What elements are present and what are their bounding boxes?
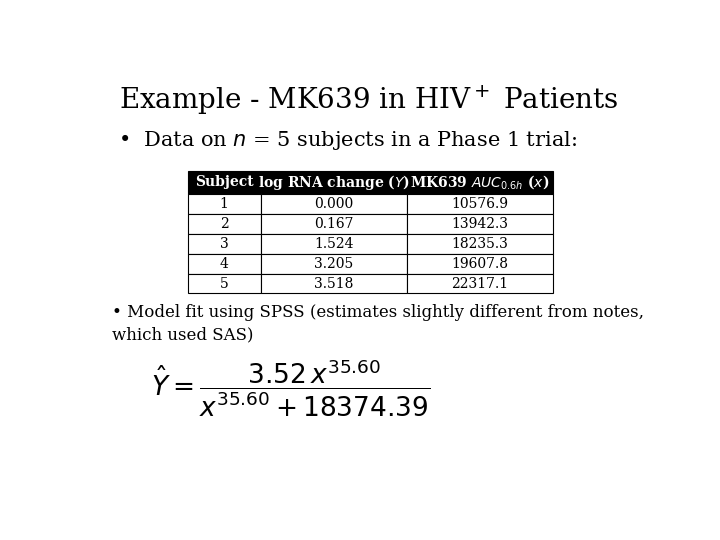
Text: 19607.8: 19607.8	[451, 256, 508, 271]
Text: Subject: Subject	[195, 176, 253, 189]
FancyBboxPatch shape	[188, 194, 261, 214]
Text: 1.524: 1.524	[314, 237, 354, 251]
Text: 3.205: 3.205	[314, 256, 354, 271]
Text: •  Data on $n$ = 5 subjects in a Phase 1 trial:: • Data on $n$ = 5 subjects in a Phase 1 …	[118, 129, 577, 152]
FancyBboxPatch shape	[261, 194, 407, 214]
Text: 18235.3: 18235.3	[451, 237, 508, 251]
FancyBboxPatch shape	[188, 274, 261, 294]
FancyBboxPatch shape	[261, 274, 407, 294]
FancyBboxPatch shape	[188, 214, 261, 234]
Text: $\hat{Y} = \dfrac{3.52\,x^{35.60}}{x^{35.60}+18374.39}$: $\hat{Y} = \dfrac{3.52\,x^{35.60}}{x^{35…	[151, 358, 431, 419]
FancyBboxPatch shape	[407, 274, 553, 294]
FancyBboxPatch shape	[261, 234, 407, 254]
FancyBboxPatch shape	[261, 254, 407, 274]
FancyBboxPatch shape	[188, 234, 261, 254]
FancyBboxPatch shape	[188, 254, 261, 274]
Text: Example - MK639 in HIV$^+$ Patients: Example - MK639 in HIV$^+$ Patients	[119, 84, 619, 117]
Text: 3.518: 3.518	[314, 276, 354, 291]
FancyBboxPatch shape	[407, 254, 553, 274]
Text: 0.167: 0.167	[314, 217, 354, 231]
Text: 4: 4	[220, 256, 229, 271]
FancyBboxPatch shape	[407, 194, 553, 214]
Text: 1: 1	[220, 197, 229, 211]
Text: 3: 3	[220, 237, 228, 251]
FancyBboxPatch shape	[261, 171, 407, 194]
Text: 22317.1: 22317.1	[451, 276, 508, 291]
Text: 2: 2	[220, 217, 228, 231]
Text: • Model fit using SPSS (estimates slightly different from notes,
which used SAS): • Model fit using SPSS (estimates slight…	[112, 304, 644, 343]
FancyBboxPatch shape	[188, 171, 261, 194]
FancyBboxPatch shape	[407, 234, 553, 254]
Text: 5: 5	[220, 276, 228, 291]
Text: log RNA change ($Y$): log RNA change ($Y$)	[258, 173, 410, 192]
Text: 0.000: 0.000	[314, 197, 354, 211]
Text: 13942.3: 13942.3	[451, 217, 508, 231]
Text: MK639 $AUC_{0.6h}$ ($x$): MK639 $AUC_{0.6h}$ ($x$)	[410, 173, 550, 191]
FancyBboxPatch shape	[261, 214, 407, 234]
FancyBboxPatch shape	[407, 171, 553, 194]
Text: 10576.9: 10576.9	[451, 197, 508, 211]
FancyBboxPatch shape	[407, 214, 553, 234]
